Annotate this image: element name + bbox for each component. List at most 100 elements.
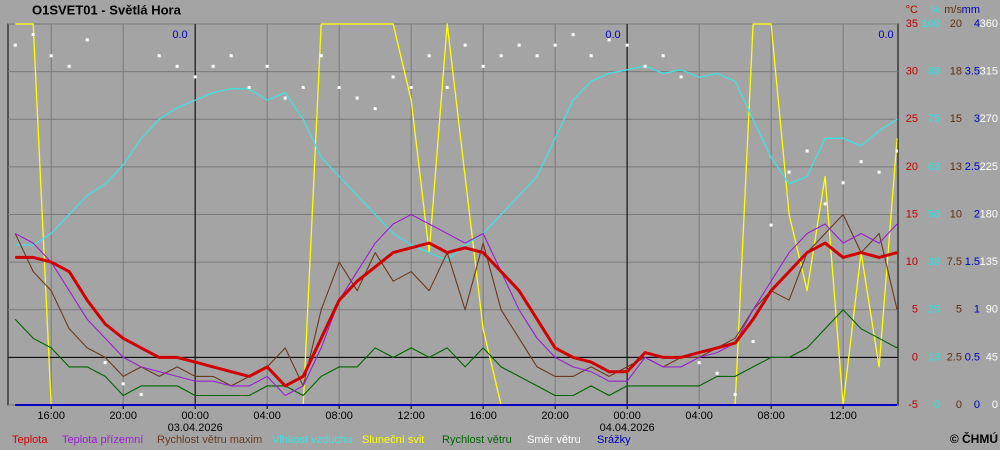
y-tick-label: 1.5 (965, 256, 980, 268)
series-layer (13, 23, 898, 406)
direction-dot (427, 54, 431, 58)
direction-dot (373, 107, 377, 111)
legend-entry: Srážky (597, 434, 631, 446)
direction-dot (157, 54, 161, 58)
y-tick-label: 20 (906, 161, 918, 173)
axis-unit: m/s (944, 4, 962, 16)
x-tick-label: 04:00 (253, 410, 281, 422)
x-tick-label: 20:00 (541, 410, 569, 422)
direction-dot (49, 54, 53, 58)
series-line (15, 65, 898, 261)
y-tick-label: 0.5 (965, 351, 980, 363)
y-tick-label: 38 (928, 256, 940, 268)
direction-dot (175, 64, 179, 68)
y-tick-label: 30 (906, 66, 918, 78)
direction-dot (499, 54, 503, 58)
y-tick-label: 50 (928, 208, 940, 220)
y-tick-label: 13 (928, 351, 940, 363)
direction-dot (31, 33, 35, 37)
y-tick-label: 10 (950, 208, 962, 220)
direction-dot (121, 382, 125, 386)
axis-unit: °C (906, 4, 918, 16)
date-label: 04.04.2026 (600, 422, 655, 434)
y-tick-label: 45 (986, 351, 998, 363)
direction-dot (841, 181, 845, 185)
y-tick-label: 18 (950, 66, 962, 78)
y-tick-label: 3.5 (965, 66, 980, 78)
direction-dot (697, 361, 701, 365)
x-tick-label: 12:00 (397, 410, 425, 422)
direction-dot (13, 43, 17, 47)
legend-entry: Sluneční svit (362, 434, 424, 446)
axis-unit: % (930, 4, 940, 16)
y-tick-label: 63 (928, 161, 940, 173)
direction-dot (787, 170, 791, 174)
y-tick-label: 5 (912, 304, 918, 316)
y-tick-label: 2 (974, 208, 980, 220)
axis-unit: mm (962, 4, 980, 16)
direction-dot (535, 54, 539, 58)
x-tick-label: 00:00 (613, 410, 641, 422)
y-tick-label: 20 (950, 18, 962, 30)
series-line (14, 309, 898, 397)
direction-dot (679, 75, 683, 79)
series-line (15, 241, 898, 388)
direction-dot (103, 361, 107, 365)
direction-dot (67, 64, 71, 68)
direction-dot (139, 392, 143, 396)
y-tick-label: 88 (928, 66, 940, 78)
precip-total: 0.0 (172, 29, 187, 41)
y-tick-label: 90 (986, 304, 998, 316)
direction-dot (229, 54, 233, 58)
direction-dot (409, 86, 413, 89)
x-tick-label: 08:00 (325, 410, 353, 422)
series-line (14, 213, 898, 397)
direction-dot (661, 54, 665, 58)
legend-entry: Směr větru (527, 434, 581, 446)
x-tick-label: 08:00 (757, 410, 785, 422)
y-tick-label: 7.5 (947, 256, 962, 268)
direction-dot (247, 86, 251, 89)
direction-dot (553, 43, 557, 47)
y-tick-label: -5 (908, 399, 918, 411)
direction-dot (283, 96, 287, 100)
y-tick-label: 15 (950, 113, 962, 125)
y-tick-label: 3 (974, 113, 980, 125)
y-tick-label: 10 (906, 256, 918, 268)
legend-entry: Teplota (12, 434, 48, 446)
legend-entry: Teplota přízemní (62, 434, 143, 446)
date-label: 03.04.2026 (168, 422, 223, 434)
x-tick-label: 12:00 (829, 410, 857, 422)
direction-dot (301, 86, 305, 89)
y-tick-label: 360 (980, 18, 998, 30)
precip-total: 0.0 (878, 29, 893, 41)
direction-dot (463, 43, 467, 47)
direction-dot (589, 54, 593, 58)
legend-entry: Rychlost větru (442, 434, 512, 446)
y-tick-label: 35 (906, 18, 918, 30)
direction-dot (571, 33, 575, 37)
x-tick-label: 16:00 (37, 410, 65, 422)
direction-dot (517, 43, 521, 47)
y-tick-label: 25 (906, 113, 918, 125)
y-tick-label: 0 (912, 351, 918, 363)
y-tick-label: 15 (906, 208, 918, 220)
legend-entry: Rychlost větru maxim (157, 434, 262, 446)
y-tick-label: 25 (928, 304, 940, 316)
direction-dot (211, 64, 215, 68)
y-tick-label: 0 (956, 399, 962, 411)
direction-dot (859, 160, 863, 164)
y-tick-label: 5 (956, 304, 962, 316)
direction-dot (607, 38, 611, 42)
y-tick-label: 315 (980, 66, 998, 78)
direction-dot (193, 75, 197, 79)
y-tick-label: 1 (974, 304, 980, 316)
direction-dot (877, 170, 881, 174)
y-tick-label: 100 (922, 18, 940, 30)
y-tick-label: 135 (980, 256, 998, 268)
direction-dot (715, 371, 719, 375)
y-tick-label: 13 (950, 161, 962, 173)
legend-entry: Vlhkost vzduchu (272, 434, 352, 446)
x-tick-label: 00:00 (181, 410, 209, 422)
